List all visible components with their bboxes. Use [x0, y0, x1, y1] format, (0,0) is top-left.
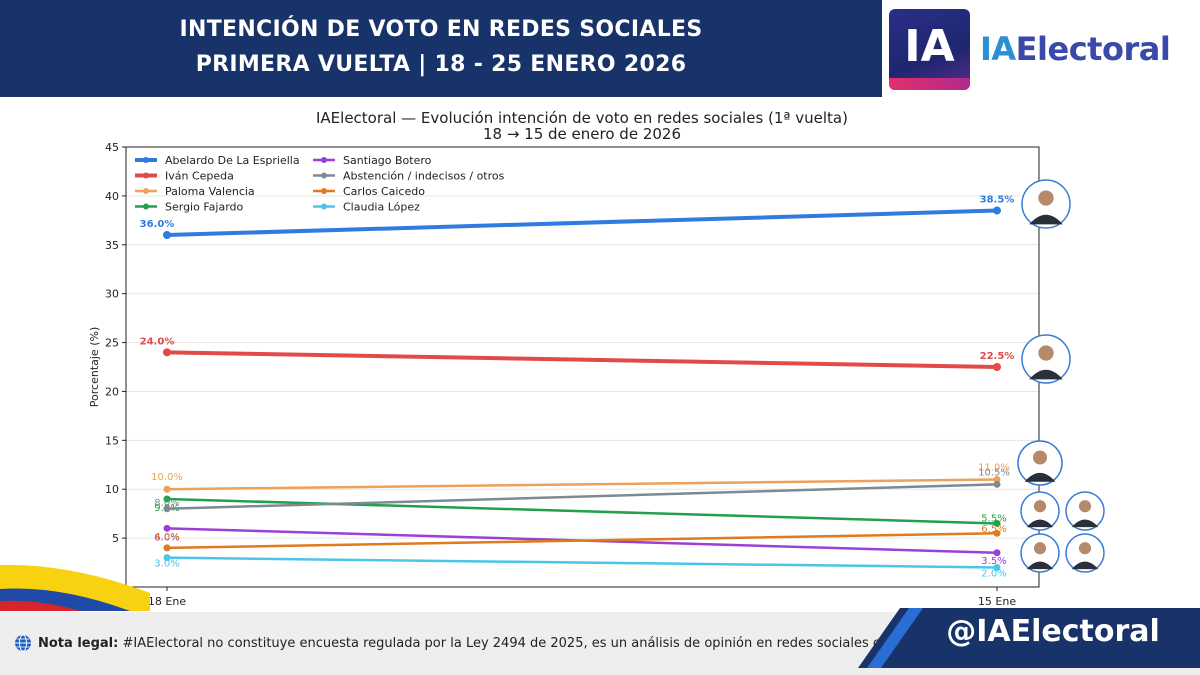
series-line — [165, 350, 999, 369]
avatar-lopez-head — [1078, 542, 1092, 555]
data-label: 11.0% — [978, 462, 1010, 473]
data-label: 10.0% — [151, 472, 183, 483]
data-label: 2.0% — [981, 568, 1006, 579]
data-label: 36.0% — [140, 219, 175, 230]
brand-name: IAElectoral — [980, 30, 1171, 68]
avatar-valencia-head — [1032, 450, 1048, 465]
data-label: 6.5% — [981, 524, 1006, 535]
legend-entry: Abstención / indecisos / otros — [343, 170, 505, 183]
legend-marker — [321, 157, 327, 163]
avatar-caicedo-body — [1071, 519, 1099, 528]
legend-marker — [321, 188, 327, 194]
y-tick-label: 5 — [112, 532, 119, 545]
data-label: 5.5% — [981, 513, 1006, 524]
y-axis-label: Porcentaje (%) — [88, 327, 101, 407]
chart-subtitle: 18 → 15 de enero de 2026 — [483, 125, 681, 143]
header-band — [0, 0, 882, 97]
data-point — [163, 485, 171, 493]
globe-icon — [15, 634, 31, 652]
legend-entry: Carlos Caicedo — [343, 185, 425, 198]
legend-entry: Paloma Valencia — [165, 185, 255, 198]
legend-marker — [143, 188, 149, 194]
data-label: 22.5% — [980, 351, 1015, 362]
y-tick-label: 35 — [105, 239, 119, 252]
brand-logo-text: IA — [904, 21, 955, 72]
data-point — [993, 549, 1001, 557]
avatar-abelardo-body — [1029, 214, 1063, 225]
x-tick-label: 15 Ene — [978, 595, 1016, 608]
y-tick-label: 45 — [105, 141, 119, 154]
brand-logo-stripe — [889, 78, 970, 90]
series-line — [165, 556, 999, 569]
legend-marker — [321, 172, 327, 179]
series-line — [165, 497, 999, 525]
data-point — [993, 206, 1001, 215]
legal-note: Nota legal: #IAElectoral no constituye e… — [38, 636, 917, 651]
header-subtitle: PRIMERA VUELTA | 18 - 25 ENERO 2026 — [195, 52, 687, 77]
series-line — [165, 478, 999, 491]
avatar-abelardo-head — [1038, 190, 1054, 206]
chart-title: IAElectoral — Evolución intención de vot… — [316, 109, 848, 127]
avatar-cepeda-body — [1029, 369, 1063, 380]
y-tick-label: 30 — [105, 288, 119, 301]
legal-note-text: #IAElectoral no constituye encuesta regu… — [122, 636, 917, 651]
colombia-flag-ribbon — [0, 564, 150, 611]
y-tick-label: 20 — [105, 385, 119, 398]
data-point — [993, 475, 1001, 483]
data-label: 24.0% — [140, 336, 175, 347]
legal-note-label: Nota legal: — [38, 636, 119, 651]
legend-entry: Santiago Botero — [343, 154, 432, 167]
data-label: 8.0% — [154, 498, 179, 509]
avatar-caicedo-head — [1078, 500, 1092, 513]
data-point — [993, 519, 1001, 527]
legend-entry: Abelardo De La Espriella — [165, 154, 300, 167]
data-point — [993, 480, 1001, 488]
x-tick-label: 18 Ene — [148, 595, 186, 608]
data-label: 10.5% — [978, 467, 1010, 478]
avatar-fajardo-body — [1026, 519, 1054, 528]
series-line — [165, 483, 999, 511]
data-point — [993, 529, 1001, 537]
data-label: 3.5% — [981, 556, 1006, 567]
data-point — [163, 495, 171, 503]
data-point — [163, 544, 171, 552]
avatar-cepeda-head — [1038, 345, 1054, 361]
data-label: 4.0% — [154, 532, 179, 543]
data-label: 38.5% — [980, 195, 1015, 206]
data-label: 6.0% — [154, 532, 179, 543]
data-point — [993, 563, 1001, 571]
social-handle: @IAElectoral — [946, 614, 1160, 649]
brand-name-suffix: Electoral — [1015, 30, 1171, 68]
legend-entry: Claudia López — [343, 201, 420, 214]
legend-marker — [143, 157, 149, 163]
avatar-fajardo-head — [1033, 500, 1047, 513]
legend-marker — [143, 172, 149, 179]
data-point — [163, 348, 171, 357]
data-point — [993, 363, 1001, 371]
avatar-botero-body — [1026, 561, 1054, 570]
y-tick-label: 15 — [105, 434, 119, 447]
avatar-botero-head — [1033, 542, 1047, 555]
legend-marker — [143, 203, 149, 210]
legend-entry: Iván Cepeda — [165, 170, 234, 183]
y-tick-label: 25 — [105, 337, 119, 350]
header-title: INTENCIÓN DE VOTO EN REDES SOCIALES — [179, 17, 703, 42]
legend-marker — [321, 203, 327, 210]
series-line — [165, 531, 999, 550]
series-line — [165, 208, 999, 237]
brand-name-prefix: IA — [980, 30, 1016, 68]
handle-banner — [858, 608, 1200, 668]
y-tick-label: 10 — [105, 483, 119, 496]
brand-logo: IA — [889, 9, 970, 90]
legend-entry: Sergio Fajardo — [165, 201, 244, 214]
data-label: 3.0% — [154, 559, 179, 570]
avatar-valencia-body — [1024, 472, 1056, 482]
data-point — [163, 554, 171, 562]
data-point — [163, 505, 171, 513]
data-point — [163, 524, 171, 532]
line-chart: IAElectoral — Evolución intención de vot… — [88, 109, 1105, 608]
avatar-lopez-body — [1071, 561, 1099, 570]
y-tick-label: 40 — [105, 190, 119, 203]
data-point — [163, 231, 171, 239]
